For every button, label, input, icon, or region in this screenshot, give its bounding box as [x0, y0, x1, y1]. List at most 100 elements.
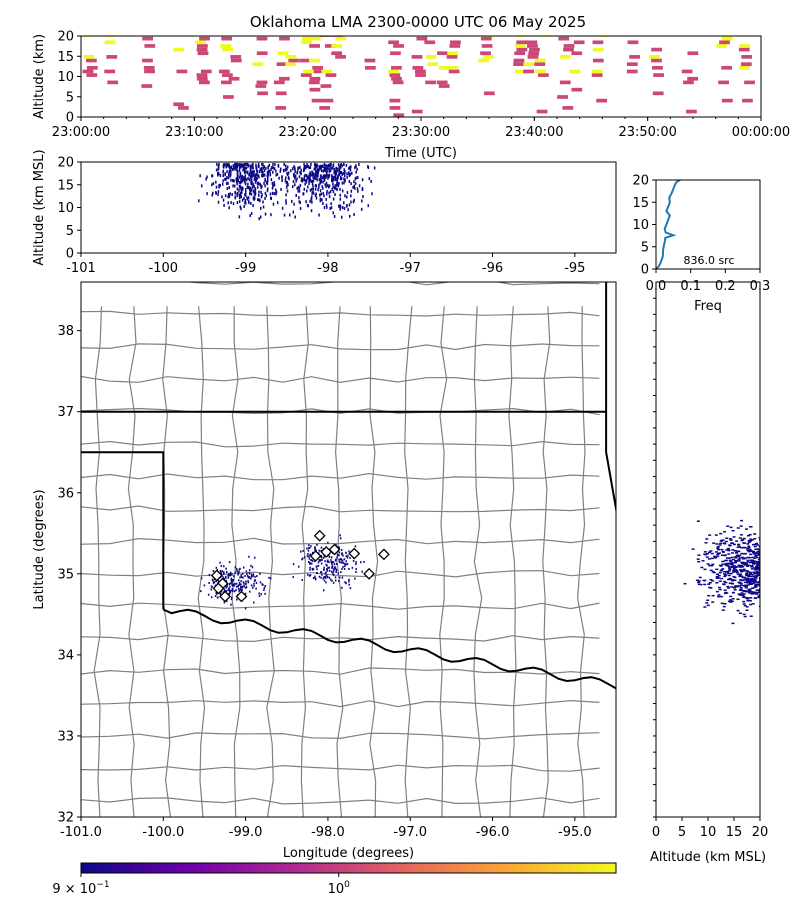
time-height-cell: [277, 51, 289, 56]
lon-alt-point: [266, 182, 269, 186]
lon-alt-point: [335, 166, 337, 170]
lon-alt-point: [226, 187, 229, 191]
lat-alt-point: [746, 600, 750, 602]
lon-alt-point: [314, 162, 316, 166]
plan-view-source: [228, 574, 230, 577]
lon-alt-point: [243, 205, 245, 209]
lat-alt-point: [727, 553, 731, 555]
plan-view-source: [221, 570, 224, 573]
lon-alt-point: [237, 176, 239, 180]
lat-alt-point: [748, 548, 752, 551]
plan-view-source: [231, 589, 234, 592]
plan-view-source: [349, 587, 352, 590]
plan-view-source: [326, 568, 328, 571]
plan-view-source: [325, 571, 327, 574]
lon-alt-point: [312, 175, 314, 179]
lon-alt-point: [296, 177, 298, 181]
lat-alt-point: [716, 555, 720, 558]
plan-view-source: [316, 568, 318, 571]
time-height-cell: [411, 109, 423, 114]
time-height-cell: [107, 80, 119, 85]
lon-alt-point: [270, 178, 273, 182]
lat-alt-point: [720, 554, 724, 556]
plan-view-source: [215, 566, 218, 569]
lon-alt-point: [285, 180, 287, 184]
lat-alt-point: [746, 561, 750, 563]
lat-alt-point: [723, 554, 727, 556]
plan-view-source: [334, 559, 337, 562]
lon-alt-point: [322, 191, 324, 195]
lon-alt-point: [281, 206, 284, 210]
lon-alt-point: [223, 165, 225, 169]
lat-alt-point: [757, 558, 760, 561]
time-height-cell: [629, 55, 640, 59]
plan-view-source: [248, 576, 250, 579]
lon-alt-point: [355, 170, 357, 174]
lat-alt-point: [737, 581, 741, 583]
plan-view-source: [235, 589, 237, 592]
lon-alt-point: [199, 174, 201, 178]
lon-alt-point: [230, 178, 232, 182]
plan-view-source: [337, 572, 340, 575]
time-height-cell: [196, 47, 208, 52]
time-height-cell: [481, 44, 493, 48]
time-height-cell: [563, 44, 575, 48]
lon-alt-point: [314, 173, 316, 177]
station-marker: [219, 590, 231, 603]
time-height-cell: [220, 80, 232, 85]
plan-view-source: [333, 567, 335, 570]
lon-alt-point: [318, 168, 320, 172]
lon-alt-point: [315, 170, 317, 174]
lon-alt-point: [248, 173, 250, 177]
lat-alt-point: [753, 586, 757, 589]
lon-alt-point: [338, 166, 340, 170]
lon-alt-point: [348, 203, 351, 207]
lat-alt-point: [740, 539, 744, 542]
lon-alt-point: [283, 213, 286, 217]
plan-view-source: [212, 579, 214, 582]
lat-alt-point: [753, 579, 757, 581]
lon-alt-xtick-label: -100: [149, 261, 179, 276]
histogram-annotation: 836.0 src: [683, 254, 734, 267]
lon-alt-point: [236, 187, 239, 191]
plan-view-source: [242, 576, 244, 579]
lon-alt-xtick-label: -98: [317, 261, 338, 276]
lon-alt-point: [239, 181, 242, 185]
lat-alt-point: [741, 561, 745, 564]
plan-view-source: [245, 570, 248, 573]
lon-alt-point: [302, 169, 305, 173]
lat-alt-point: [744, 528, 748, 530]
lon-alt-point: [309, 178, 312, 182]
time-height-cell: [104, 40, 116, 45]
lon-alt-point: [348, 179, 351, 183]
plan-view-source: [227, 574, 229, 577]
plan-view-source: [319, 559, 322, 562]
plan-view-source: [320, 571, 322, 574]
lon-alt-point: [332, 182, 334, 186]
time-height-cell: [200, 69, 212, 74]
plan-view-xlabel: Longitude (degrees): [283, 846, 414, 861]
lon-alt-point: [236, 165, 238, 169]
lat-alt-point: [738, 557, 742, 559]
time-height-cell: [438, 65, 450, 70]
histogram-ytick-label: 20: [632, 174, 649, 189]
lon-alt-point: [273, 183, 276, 187]
lon-alt-point: [334, 169, 337, 173]
lon-alt-point: [358, 184, 361, 188]
lat-alt-point: [745, 572, 749, 575]
lon-alt-point: [230, 170, 232, 174]
lat-alt-point: [756, 562, 760, 565]
time-height-cell: [288, 58, 300, 63]
lat-alt-point: [751, 556, 755, 559]
lon-alt-point: [234, 162, 236, 166]
lon-alt-point: [298, 200, 301, 204]
lon-alt-point: [309, 199, 311, 203]
lon-alt-point: [286, 167, 288, 171]
time-height-cell: [173, 102, 185, 107]
time-height-cell: [82, 69, 94, 74]
lon-alt-point: [340, 177, 343, 181]
plan-view-source: [340, 561, 343, 564]
plan-view-source: [225, 575, 227, 578]
plan-view-source: [336, 556, 338, 559]
lat-alt-point: [733, 589, 737, 591]
